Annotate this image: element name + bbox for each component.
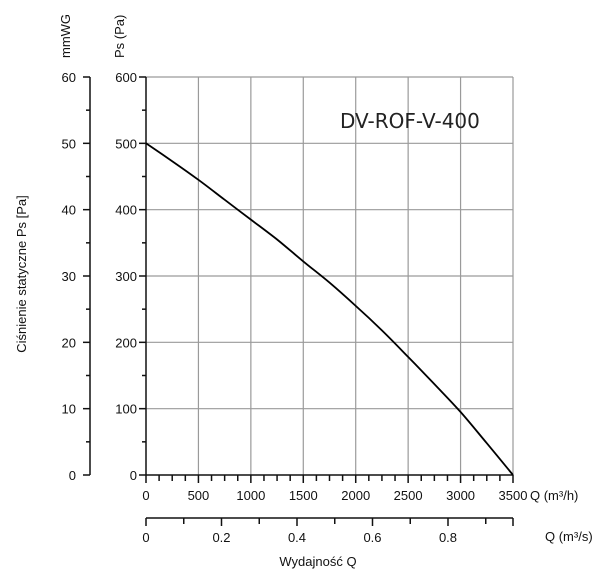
main-y-tick-label: 200 [115,335,137,350]
x2-tick-label: 0.6 [363,530,381,545]
x-tick-label: 2000 [341,488,370,503]
left-y-tick-label: 20 [62,335,76,350]
x-tick-label: 2500 [394,488,423,503]
left-axis-unit-label: mmWG [58,14,73,58]
left-y-tick-label: 50 [62,136,76,151]
performance-curve [145,142,514,476]
x2-tick-label: 0.2 [212,530,230,545]
curve-layer [145,142,514,476]
left-y-tick-label: 40 [62,203,76,218]
left-y-tick-label: 30 [62,269,76,284]
left-y-tick-label: 0 [69,468,76,483]
y-axis-title: Ciśnienie statyczne Ps [Pa] [14,195,29,353]
x2-tick-label: 0.8 [439,530,457,545]
x-axis-m3s-unit-label: Q (m³/s) [545,529,593,544]
x-tick-label: 3500 [499,488,528,503]
grid [146,76,514,475]
x-tick-label: 3000 [446,488,475,503]
main-y-tick-label: 0 [130,468,137,483]
x-tick-label: 1500 [289,488,318,503]
main-y-tick-label: 300 [115,269,137,284]
main-y-tick-label: 400 [115,203,137,218]
model-label: DV-ROF-V-400 [340,109,480,133]
left-y-tick-label: 60 [62,70,76,85]
main-axis-unit-label: Ps (Pa) [112,15,127,58]
x2-tick-label: 0 [142,530,149,545]
x-axis-m3h-unit-label: Q (m³/h) [530,488,578,503]
main-y-tick-label: 100 [115,402,137,417]
x2-tick-label: 0.4 [288,530,306,545]
x-axis-title: Wydajność Q [279,554,356,569]
left-y-tick-label: 10 [62,402,76,417]
x-tick-label: 1000 [236,488,265,503]
x-tick-label: 500 [188,488,210,503]
x-tick-label: 0 [142,488,149,503]
main-y-tick-label: 600 [115,70,137,85]
main-y-tick-label: 500 [115,136,137,151]
